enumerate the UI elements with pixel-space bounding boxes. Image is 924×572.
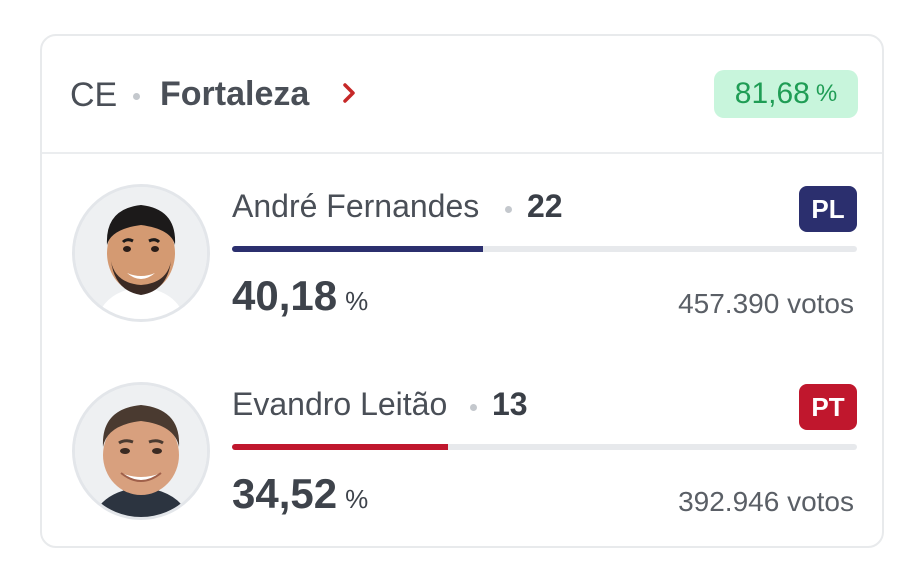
candidate-name: André Fernandes: [232, 188, 480, 224]
card-header[interactable]: CE Fortaleza 81,68 %: [42, 36, 882, 154]
vote-count: 457.390 votos: [678, 288, 854, 319]
candidate-row[interactable]: André Fernandes 22 PL 40,18% 457.390 vot…: [42, 184, 882, 374]
vote-percentage-value: 34,52: [232, 470, 338, 517]
vote-percentage: 34,52%: [232, 470, 368, 518]
candidate-row[interactable]: Evandro Leitão 13 PT 34,52% 392.946 voto…: [42, 382, 882, 572]
vote-count: 392.946 votos: [678, 486, 854, 517]
vote-progress-bar: [232, 444, 857, 450]
chevron-right-icon[interactable]: [338, 82, 360, 104]
candidate-photo-icon: [72, 184, 210, 322]
vote-progress-fill: [232, 444, 448, 450]
vote-progress-fill: [232, 246, 484, 252]
apuradas-value: 81,68: [734, 77, 810, 110]
apuradas-badge: 81,68 %: [714, 70, 858, 118]
separator-dot: [133, 93, 140, 100]
candidate-photo-icon: [72, 382, 210, 520]
vote-percentage-value: 40,18: [232, 272, 338, 319]
apuradas-unit: %: [815, 80, 838, 107]
result-card: CE Fortaleza 81,68 %: [40, 34, 884, 548]
party-badge: PT: [799, 384, 857, 430]
state-label: CE: [70, 76, 118, 114]
party-badge: PL: [799, 186, 857, 232]
vote-percentage: 40,18%: [232, 272, 368, 320]
candidate-name: Evandro Leitão: [232, 386, 448, 422]
vote-progress-bar: [232, 246, 857, 252]
vote-percentage-unit: %: [345, 484, 369, 514]
city-link[interactable]: Fortaleza: [160, 75, 310, 113]
separator-dot: [470, 404, 477, 411]
separator-dot: [505, 206, 512, 213]
candidate-number: 13: [492, 386, 528, 422]
vote-percentage-unit: %: [345, 286, 369, 316]
candidate-number: 22: [527, 188, 563, 224]
